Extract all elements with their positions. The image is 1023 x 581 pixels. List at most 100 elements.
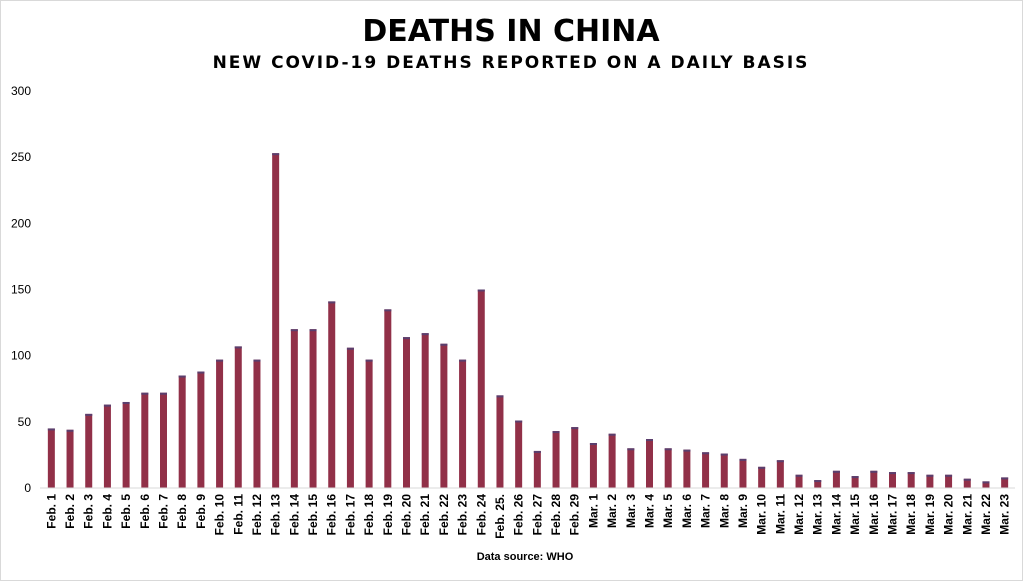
bar <box>945 474 953 488</box>
bar <box>571 427 579 488</box>
bar <box>832 470 840 488</box>
bar-top-edge <box>832 470 840 473</box>
bar <box>963 478 971 488</box>
bar-top-edge <box>814 480 822 483</box>
bar-top-edge <box>459 359 467 362</box>
x-tick-label: Feb. 15 <box>306 494 320 536</box>
bar-top-edge <box>421 333 429 336</box>
bar <box>403 337 410 488</box>
bar-top-edge <box>290 329 298 332</box>
x-tick-label: Feb. 27 <box>530 494 544 536</box>
bar-top-edge <box>758 466 766 469</box>
bar-top-edge <box>47 428 55 431</box>
bar-top-edge <box>384 309 392 312</box>
x-tick-label: Feb. 9 <box>194 494 208 529</box>
bar <box>814 480 822 488</box>
bar-top-edge <box>160 392 167 395</box>
bar-top-edge <box>608 433 616 436</box>
bar-top-edge <box>776 460 784 463</box>
bar <box>47 428 55 488</box>
x-tick-label: Feb. 22 <box>437 494 451 536</box>
x-tick-label: Mar. 22 <box>979 494 993 535</box>
bar-top-edge <box>1001 477 1009 480</box>
x-tick-label: Feb. 2 <box>63 494 77 529</box>
bar <box>683 449 691 488</box>
data-source-note: Data source: WHO <box>477 551 574 563</box>
bar-top-edge <box>272 153 280 156</box>
bar-top-edge <box>907 472 915 475</box>
y-tick-label: 50 <box>18 415 32 429</box>
bar <box>384 309 392 488</box>
x-tick-label: Feb. 24 <box>474 494 488 536</box>
x-tick-label: Mar. 9 <box>736 494 750 528</box>
bar-top-edge <box>496 395 504 398</box>
bar <box>234 346 242 488</box>
bar-top-edge <box>66 429 74 432</box>
y-tick-label: 250 <box>11 150 31 164</box>
bar <box>160 392 167 488</box>
bar <box>309 329 317 488</box>
bar <box>253 359 261 488</box>
bar <box>907 472 915 488</box>
bar <box>720 453 728 488</box>
x-tick-label: Feb. 21 <box>418 494 432 536</box>
bar <box>477 289 485 488</box>
y-tick-label: 300 <box>11 84 31 98</box>
x-tick-label: Mar. 18 <box>904 494 918 535</box>
y-axis: 0 50 100 150 200 250 300 <box>11 84 31 495</box>
bar-top-edge <box>683 449 691 452</box>
x-tick-label: Mar. 6 <box>680 494 694 528</box>
bar-top-edge <box>851 476 859 479</box>
x-tick-label: Feb. 12 <box>250 494 264 536</box>
y-tick-label: 200 <box>11 216 31 230</box>
x-tick-label: Mar. 15 <box>848 494 862 535</box>
bar-top-edge <box>552 431 560 434</box>
x-tick-label: Feb. 18 <box>362 494 376 536</box>
x-tick-label: Feb. 23 <box>456 494 470 536</box>
bar-top-edge <box>664 448 672 451</box>
bar-top-edge <box>234 346 242 349</box>
bar-top-edge <box>216 359 224 362</box>
bar <box>141 392 149 488</box>
x-tick-label: Feb. 14 <box>287 494 301 536</box>
bar-top-edge <box>103 404 111 407</box>
bar-top-edge <box>533 450 541 453</box>
x-tick-label: Feb. 6 <box>138 494 152 529</box>
bar-top-edge <box>309 329 317 332</box>
bar <box>851 476 859 488</box>
bar-top-edge <box>702 452 710 455</box>
x-tick-label: Mar. 19 <box>923 494 937 535</box>
x-tick-label: Feb. 20 <box>400 494 414 536</box>
x-tick-label: Mar. 23 <box>998 494 1012 535</box>
bar <box>664 448 672 488</box>
bar-top-edge <box>122 401 130 404</box>
x-tick-label: Mar. 21 <box>960 494 974 535</box>
bar-top-edge <box>253 359 261 362</box>
bar <box>178 375 186 488</box>
bar-top-edge <box>963 478 971 481</box>
bar-top-edge <box>945 474 953 477</box>
bar <box>533 450 541 488</box>
x-tick-label: Mar. 13 <box>811 494 825 535</box>
bar <box>85 413 93 488</box>
bar-top-edge <box>870 470 878 473</box>
x-tick-label: Feb. 25. <box>493 494 507 539</box>
bar <box>776 460 784 488</box>
bar <box>515 420 523 488</box>
bar-top-edge <box>515 420 523 423</box>
bar <box>982 481 990 488</box>
bar-top-edge <box>720 453 728 456</box>
bar-top-edge <box>982 481 990 484</box>
x-tick-label: Mar. 12 <box>792 494 806 535</box>
x-tick-label: Feb. 29 <box>568 494 582 536</box>
bar <box>459 359 467 488</box>
bar <box>627 448 635 488</box>
x-axis: Feb. 1 Feb. 2 Feb. 3 Feb. 4 Feb. 5 Feb. 6 Feb.… <box>44 494 1011 539</box>
bar <box>795 474 803 488</box>
bar-top-edge <box>85 413 93 416</box>
bar <box>346 347 354 488</box>
bar-top-edge <box>926 474 934 477</box>
x-tick-label: Feb. 26 <box>512 494 526 536</box>
bar <box>365 359 373 488</box>
x-tick-label: Feb. 4 <box>100 494 114 529</box>
